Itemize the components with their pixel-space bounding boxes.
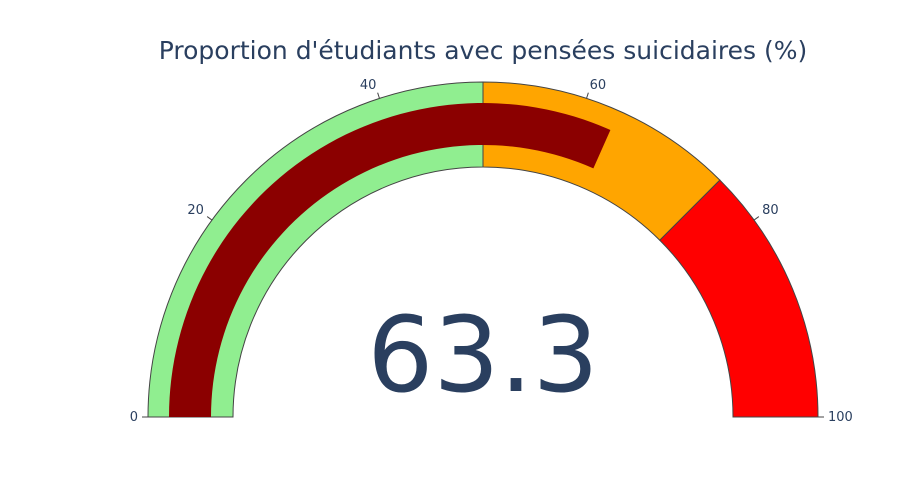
gauge-step-0	[147, 81, 484, 418]
gauge-tick-mark	[377, 92, 380, 99]
gauge-tick-mark	[206, 216, 213, 221]
gauge-value-bar-group	[169, 102, 611, 418]
gauge-step-2	[659, 179, 819, 418]
chart-title: Proportion d'étudiants avec pensées suic…	[159, 36, 808, 65]
gauge-tick-label: 40	[360, 78, 377, 93]
gauge-tick-label: 20	[187, 203, 204, 218]
gauge-ticks: 0 20 40 60 80 100	[130, 78, 853, 425]
gauge-value-readout: 63.3	[367, 294, 599, 416]
gauge-tick-label: 0	[130, 410, 138, 425]
gauge-tick-mark	[753, 216, 760, 221]
gauge-tick-mark	[586, 92, 589, 99]
gauge-tick-label: 100	[828, 410, 853, 425]
gauge-tick-label: 60	[590, 78, 607, 93]
gauge-value-bar	[169, 102, 611, 418]
gauge-tick-label: 80	[762, 203, 779, 218]
